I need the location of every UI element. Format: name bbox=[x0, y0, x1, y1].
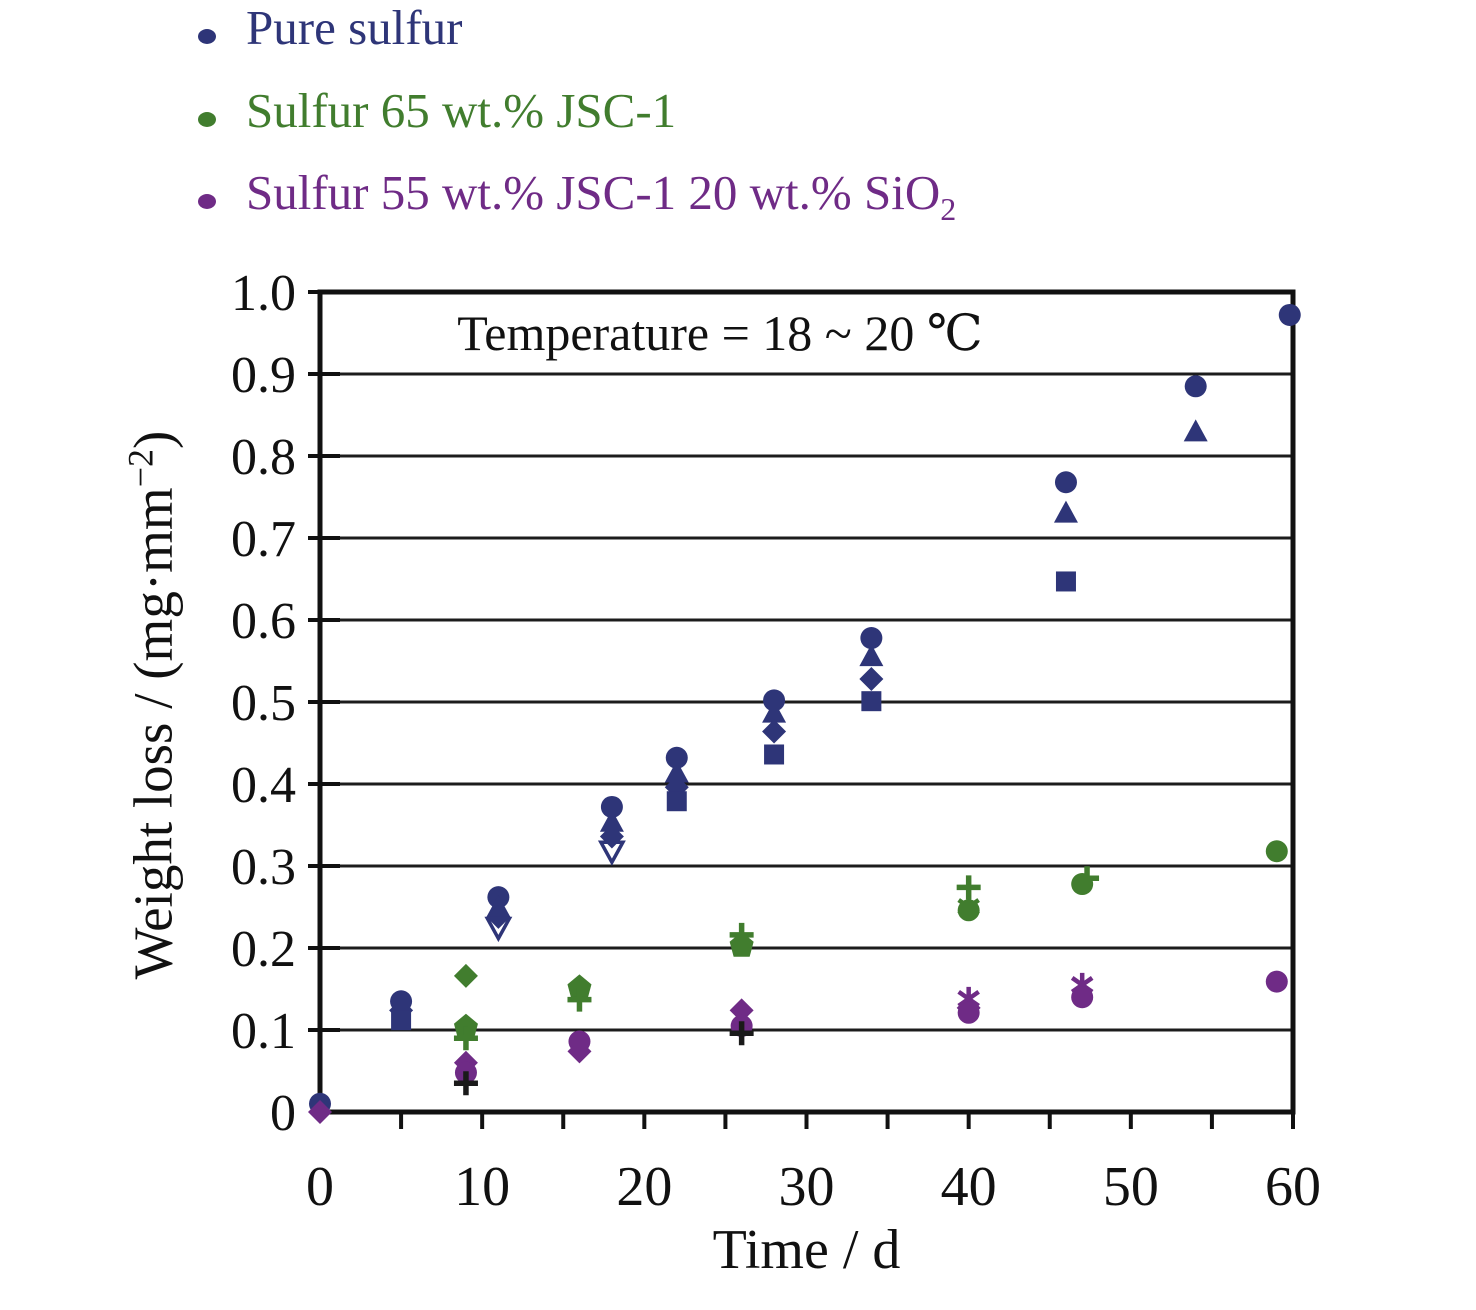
x-tick-label: 60 bbox=[1265, 1156, 1321, 1218]
y-tick-label: 0.2 bbox=[231, 921, 296, 978]
data-point bbox=[729, 1021, 754, 1046]
data-point bbox=[764, 744, 785, 765]
data-point bbox=[1265, 840, 1288, 863]
data-point bbox=[567, 974, 592, 1000]
data-point bbox=[957, 1001, 980, 1024]
data-point bbox=[957, 899, 980, 922]
y-tick-label: 0.7 bbox=[231, 511, 296, 568]
y-axis-title-text: Weight loss / (mg·mm bbox=[122, 487, 184, 980]
data-point bbox=[1183, 419, 1208, 442]
legend-item-1: Pure sulfur bbox=[198, 0, 462, 67]
legend-label-2-text: Sulfur 65 wt.% JSC-1 bbox=[246, 83, 677, 139]
temperature-annotation: Temperature = 18 ~ 20 ℃ bbox=[457, 305, 983, 361]
legend-item-2: Sulfur 65 wt.% JSC-1 bbox=[198, 83, 676, 150]
x-tick-label: 0 bbox=[306, 1156, 334, 1218]
legend-item-3: Sulfur 55 wt.% JSC-1 20 wt.% SiO2 bbox=[198, 165, 956, 232]
data-point bbox=[597, 840, 626, 866]
y-tick-label: 0.5 bbox=[231, 675, 296, 732]
y-tick-label: 0.3 bbox=[231, 839, 296, 896]
data-point bbox=[1071, 873, 1094, 896]
data-point bbox=[308, 1100, 332, 1124]
legend-label-2: Sulfur 65 wt.% JSC-1 bbox=[246, 80, 676, 158]
data-point bbox=[666, 791, 687, 812]
data-point bbox=[1055, 571, 1076, 592]
data-point bbox=[729, 931, 754, 957]
legend-label-3: Sulfur 55 wt.% JSC-1 20 wt.% SiO2 bbox=[246, 162, 956, 240]
data-point bbox=[762, 719, 787, 744]
y-tick-label: 0.8 bbox=[231, 429, 296, 486]
x-tick-label: 10 bbox=[454, 1156, 510, 1218]
y-tick-label: 0 bbox=[270, 1085, 296, 1142]
data-point bbox=[484, 916, 513, 943]
data-point bbox=[859, 667, 884, 692]
y-tick-label: 0.6 bbox=[231, 593, 296, 650]
data-point bbox=[860, 627, 883, 650]
y-tick-label: 0.4 bbox=[231, 757, 296, 814]
data-point bbox=[763, 689, 786, 712]
data-point bbox=[665, 746, 688, 769]
data-point bbox=[1071, 986, 1094, 1009]
data-point bbox=[729, 998, 754, 1023]
data-point bbox=[599, 809, 624, 832]
y-axis-title: Weight loss / (mg·mm−2) bbox=[119, 431, 184, 980]
legend-label-3-text: Sulfur 55 wt.% JSC-1 20 wt.% SiO bbox=[246, 165, 941, 221]
data-point bbox=[453, 1026, 478, 1051]
data-point bbox=[453, 1071, 478, 1096]
y-tick-label: 0.9 bbox=[231, 347, 296, 404]
y-tick-label: 1.0 bbox=[231, 265, 296, 322]
x-tick-label: 20 bbox=[616, 1156, 672, 1218]
y-axis-title-close: ) bbox=[122, 430, 184, 449]
data-point bbox=[567, 1039, 592, 1064]
data-point bbox=[861, 691, 882, 712]
data-point bbox=[1184, 375, 1207, 398]
legend-bullet-2 bbox=[198, 111, 216, 127]
x-tick-label: 40 bbox=[941, 1156, 997, 1218]
data-point bbox=[664, 760, 689, 783]
legend-label-1-text: Pure sulfur bbox=[246, 0, 463, 56]
legend-bullet-3 bbox=[198, 193, 216, 209]
data-point bbox=[453, 963, 478, 988]
data-point bbox=[1265, 970, 1288, 993]
y-axis-title-sup: −2 bbox=[120, 448, 161, 488]
y-tick-label: 0.1 bbox=[231, 1003, 296, 1060]
data-point bbox=[762, 700, 787, 723]
data-point bbox=[391, 1010, 412, 1031]
data-point bbox=[1278, 303, 1301, 326]
x-axis-title: Time / d bbox=[712, 1219, 901, 1281]
legend-label-3-sub: 2 bbox=[940, 190, 957, 227]
data-point bbox=[1053, 500, 1078, 523]
legend-label-1: Pure sulfur bbox=[246, 0, 462, 75]
data-point bbox=[567, 987, 592, 1012]
data-point bbox=[600, 795, 623, 818]
data-point bbox=[859, 644, 884, 667]
x-tick-label: 50 bbox=[1103, 1156, 1159, 1218]
x-tick-label: 30 bbox=[779, 1156, 835, 1218]
legend-bullet-1 bbox=[198, 28, 216, 44]
data-point bbox=[1054, 471, 1077, 494]
